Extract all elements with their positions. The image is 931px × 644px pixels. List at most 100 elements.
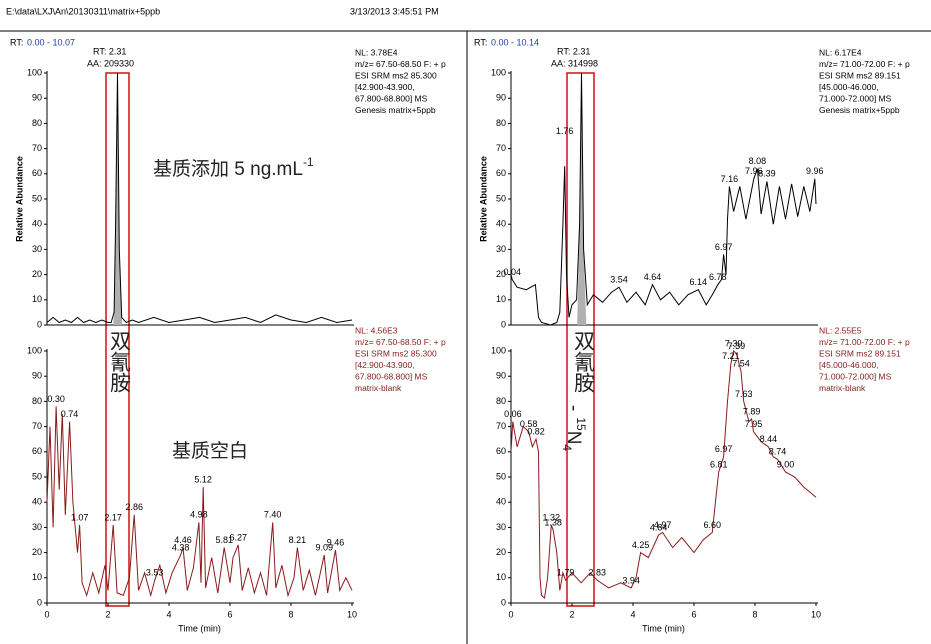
peak-label: 0.06 — [504, 409, 522, 419]
x-tick-label: 0 — [44, 609, 49, 619]
y-tick-label: 40 — [32, 219, 42, 229]
rt-range: 0.00 - 10.07 — [27, 37, 75, 47]
y-tick-label: 100 — [491, 345, 506, 355]
x-tick-label: 8 — [752, 609, 757, 619]
peak-label: 1.38 — [544, 517, 562, 527]
peak-label: 4.46 — [174, 535, 192, 545]
annotation-label: - 15N4 — [560, 405, 588, 451]
peak-label: 8.74 — [769, 447, 787, 457]
info-line: ESI SRM ms2 89.151 — [819, 70, 901, 80]
y-tick-label: 60 — [32, 446, 42, 456]
y-axis-label: Relative Abundance — [478, 156, 488, 242]
peak-label: 1.79 — [557, 568, 575, 578]
annotation-prefix: - — [563, 405, 584, 411]
annotation-vertical: 双氰胺 — [107, 330, 131, 393]
y-tick-label: 80 — [32, 396, 42, 406]
y-tick-label: 10 — [32, 294, 42, 304]
y-tick-label: 20 — [496, 269, 506, 279]
file-path: E:\data\LXJ\An\20130311\matrix+5ppb — [6, 6, 160, 16]
x-tick-label: 10 — [811, 609, 821, 619]
y-tick-label: 80 — [496, 396, 506, 406]
info-line: 71.000-72.000] MS — [819, 93, 892, 103]
peak-label: 4.84 — [650, 522, 668, 532]
x-tick-label: 4 — [630, 609, 635, 619]
peak-area — [113, 73, 123, 325]
y-tick-label: 90 — [32, 371, 42, 381]
y-tick-label: 100 — [27, 345, 42, 355]
x-tick-label: 10 — [347, 609, 357, 619]
y-tick-label: 50 — [496, 193, 506, 203]
y-tick-label: 0 — [37, 597, 42, 607]
annotation: 基质添加 5 ng.mL-1 — [153, 155, 314, 180]
y-tick-label: 90 — [32, 93, 42, 103]
y-tick-label: 30 — [496, 244, 506, 254]
annotation-sub: 4 — [560, 444, 574, 451]
peak-rt: RT: 2.31 — [557, 46, 590, 56]
y-tick-label: 0 — [501, 597, 506, 607]
y-tick-label: 10 — [496, 572, 506, 582]
peak-label: 1.07 — [71, 512, 89, 522]
peak-label: 0.74 — [61, 409, 79, 419]
info-line: NL: 2.55E5 — [819, 325, 862, 335]
peak-label: 7.89 — [743, 406, 761, 416]
x-tick-label: 6 — [691, 609, 696, 619]
trace — [46, 72, 353, 324]
info-line: 67.800-68.800] MS — [355, 371, 428, 381]
peak-label: 0.82 — [527, 427, 545, 437]
peak-label: 6.97 — [715, 444, 733, 454]
y-tick-label: 40 — [496, 219, 506, 229]
y-tick-label: 60 — [496, 168, 506, 178]
peak-label: 4.25 — [632, 540, 650, 550]
x-tick-label: 2 — [105, 609, 110, 619]
info-line: [45.000-46.000, — [819, 82, 879, 92]
y-tick-label: 60 — [496, 446, 506, 456]
y-tick-label: 70 — [32, 143, 42, 153]
y-tick-label: 30 — [32, 244, 42, 254]
y-tick-label: 80 — [496, 118, 506, 128]
info-line: NL: 3.78E4 — [355, 47, 398, 57]
peak-label: 4.64 — [644, 272, 662, 282]
x-tick-label: 0 — [508, 609, 513, 619]
highlight-box — [566, 72, 595, 607]
y-tick-label: 70 — [496, 143, 506, 153]
annotation: 基质空白 — [172, 440, 248, 462]
annotation-sup: -1 — [303, 155, 314, 169]
y-tick-label: 30 — [496, 522, 506, 532]
peak-label: 0.30 — [47, 394, 65, 404]
x-axis-label: Time (min) — [178, 623, 221, 633]
y-tick-label: 10 — [496, 294, 506, 304]
info-line: [42.900-43.900, — [355, 82, 415, 92]
info-line: NL: 6.17E4 — [819, 47, 862, 57]
peak-label: 1.76 — [556, 126, 574, 136]
peak-label: 6.78 — [709, 272, 727, 282]
peak-label: 1.32 — [542, 512, 560, 522]
peak-label: 7.54 — [732, 359, 750, 369]
y-tick-label: 50 — [32, 193, 42, 203]
report-date: 3/13/2013 3:45:51 PM — [350, 6, 439, 16]
peak-label: 9.09 — [315, 542, 333, 552]
peak-label: 8.39 — [758, 169, 776, 179]
peak-label: 2.86 — [125, 502, 143, 512]
info-line: m/z= 67.50-68.50 F: + p — [355, 337, 446, 347]
y-tick-label: 60 — [32, 168, 42, 178]
y-tick-label: 10 — [32, 572, 42, 582]
peak-label: 3.53 — [146, 568, 164, 578]
info-line: matrix-blank — [355, 383, 402, 393]
y-axis-label: Relative Abundance — [14, 156, 24, 242]
peak-label: 8.08 — [749, 156, 767, 166]
peak-label: 9.46 — [327, 537, 345, 547]
y-tick-label: 100 — [491, 67, 506, 77]
info-line: ESI SRM ms2 89.151 — [819, 348, 901, 358]
y-tick-label: 50 — [496, 471, 506, 481]
x-tick-label: 8 — [288, 609, 293, 619]
info-line: 67.800-68.800] MS — [355, 93, 428, 103]
peak-label: 0.04 — [503, 267, 521, 277]
rt-label: RT: — [10, 37, 23, 47]
x-axis-label: Time (min) — [642, 623, 685, 633]
peak-label: 6.60 — [704, 520, 722, 530]
y-tick-label: 0 — [501, 319, 506, 329]
peak-label: 5.81 — [215, 535, 233, 545]
info-line: m/z= 67.50-68.50 F: + p — [355, 59, 446, 69]
peak-label: 3.54 — [610, 275, 628, 285]
x-tick-label: 4 — [166, 609, 171, 619]
